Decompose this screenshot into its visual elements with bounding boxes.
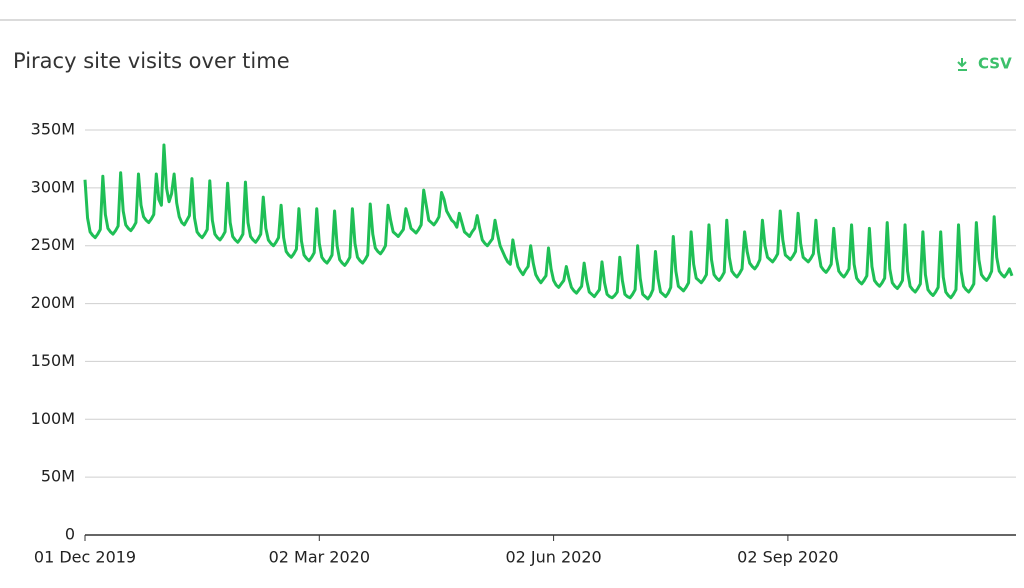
- y-tick-label: 50M: [41, 467, 75, 486]
- y-tick-label: 0: [65, 525, 75, 544]
- x-tick-label: 02 Sep 2020: [737, 548, 838, 567]
- x-tick-label: 02 Jun 2020: [505, 548, 601, 567]
- y-tick-label: 250M: [31, 235, 75, 254]
- y-tick-label: 100M: [31, 409, 75, 428]
- y-tick-label: 350M: [31, 120, 75, 139]
- download-icon: [957, 58, 967, 71]
- y-tick-label: 300M: [31, 177, 75, 196]
- y-tick-label: 200M: [31, 293, 75, 312]
- x-tick-label: 02 Mar 2020: [269, 548, 370, 567]
- csv-label[interactable]: CSV: [978, 55, 1012, 73]
- x-tick-label: 01 Dec 2019: [34, 548, 136, 567]
- visits-line: [83, 143, 1014, 301]
- y-tick-label: 150M: [31, 351, 75, 370]
- csv-button[interactable]: CSV: [957, 55, 1012, 73]
- chart-title: Piracy site visits over time: [13, 49, 290, 73]
